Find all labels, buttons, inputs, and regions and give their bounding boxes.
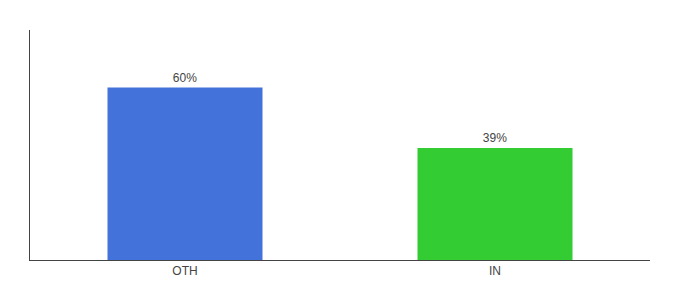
svg-text:OTH: OTH <box>172 264 197 278</box>
svg-text:60%: 60% <box>173 71 197 85</box>
svg-text:IN: IN <box>489 264 501 278</box>
svg-text:39%: 39% <box>483 131 507 145</box>
